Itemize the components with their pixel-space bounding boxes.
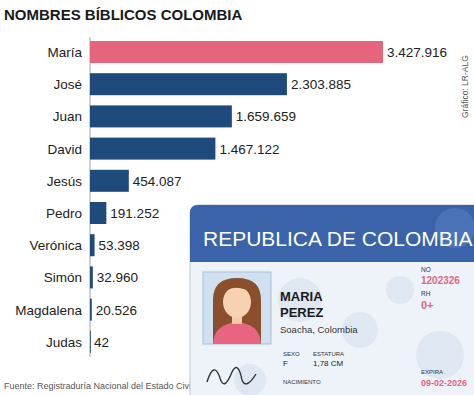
card-field-value: 1202326 [421, 275, 460, 286]
photo-hair [213, 278, 261, 344]
category-label: Judas [46, 335, 82, 350]
category-label: Pedro [46, 206, 82, 221]
bar [90, 299, 92, 321]
card-surname: PEREZ [280, 305, 323, 320]
bar [90, 331, 91, 353]
credit: Gráfico: LR-ALG [460, 55, 470, 118]
category-label: Magdalena [15, 303, 82, 318]
card-field-label: RH [421, 290, 431, 297]
photo-face [223, 286, 251, 318]
card-body [190, 205, 474, 395]
chart-canvas: NOMBRES BÍBLICOS COLOMBIA María 3.427.916 J… [0, 0, 474, 395]
card-decoration [416, 331, 464, 379]
category-label: María [47, 45, 82, 60]
card-header-band [190, 205, 474, 262]
data-label: 1.659.659 [236, 109, 296, 124]
data-label: 3.427.916 [387, 45, 447, 60]
category-label: Juan [53, 109, 82, 124]
data-label: 42 [94, 335, 109, 350]
data-label: 2.303.885 [291, 77, 351, 92]
card-field-label: EXPIRA [421, 369, 443, 375]
data-label: 32.960 [97, 270, 138, 285]
signature [207, 368, 256, 384]
category-label: Simón [44, 270, 82, 285]
id-card: REPUBLICA DE COLOMBIA MARIAPEREZ Soacha, C… [190, 205, 474, 395]
data-label: 20.526 [96, 303, 137, 318]
chart-title: NOMBRES BÍBLICOS COLOMBIA [4, 6, 242, 23]
card-field-value: F [283, 359, 288, 368]
data-label: 1.467.122 [219, 142, 279, 157]
category-label: Verónica [29, 238, 82, 253]
card-field-value: 09-02-2026 [421, 378, 467, 388]
card-field-label: SEXO [283, 351, 300, 357]
photo-frame [203, 272, 271, 344]
card-place: Soacha, Colombia [280, 324, 358, 335]
card-header: REPUBLICA DE COLOMBIA [203, 227, 473, 250]
bar [90, 73, 287, 95]
photo-body [213, 322, 261, 344]
card-field-label: ESTATURA [313, 351, 344, 357]
bar [90, 234, 95, 256]
card-decoration [386, 276, 414, 304]
data-label: 454.087 [133, 174, 182, 189]
card-field-label: NO [421, 266, 431, 273]
card-field-label: NACIMIENTO [283, 379, 321, 385]
bar [90, 41, 383, 63]
card-field-value: 0+ [421, 299, 434, 311]
data-label: 191.252 [110, 206, 159, 221]
data-label: 53.398 [99, 238, 140, 253]
bar [90, 266, 93, 288]
bar [90, 138, 215, 160]
bar [90, 105, 232, 127]
category-label: Jesús [47, 174, 83, 189]
category-label: José [53, 77, 82, 92]
card-field-value: 1,78 CM [313, 359, 344, 368]
bar [90, 170, 129, 192]
bar [90, 202, 106, 224]
photo-fringe [223, 281, 251, 296]
card-name: MARIA [280, 289, 323, 304]
category-label: David [47, 142, 82, 157]
source: Fuente: Registraduría Nacional del Estad… [4, 381, 193, 391]
